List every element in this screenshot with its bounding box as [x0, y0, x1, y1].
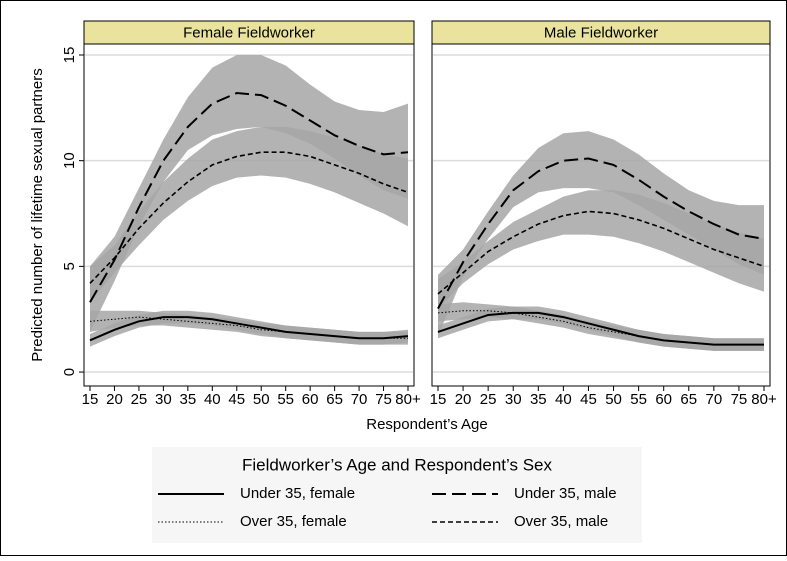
- x-tick-label: 40: [555, 391, 572, 408]
- x-tick-label: 65: [680, 391, 697, 408]
- x-tick-label: 25: [480, 391, 497, 408]
- x-axis-label: Respondent’s Age: [366, 416, 488, 433]
- legend-label: Over 35, male: [514, 513, 608, 530]
- x-tick-label: 45: [228, 391, 245, 408]
- legend-label: Under 35, female: [240, 485, 355, 502]
- confidence-band: [438, 190, 764, 309]
- confidence-band: [90, 54, 408, 332]
- x-tick-label: 55: [630, 391, 647, 408]
- series-line: [89, 151, 409, 284]
- x-tick-label: 30: [505, 391, 522, 408]
- series-line: [89, 316, 408, 339]
- x-tick-label: 65: [326, 391, 343, 408]
- x-tick-label: 70: [706, 391, 723, 408]
- legend-label: Under 35, male: [514, 485, 617, 502]
- x-tick-label: 75: [375, 391, 392, 408]
- y-axis-label: Predicted number of lifetime sexual part…: [29, 68, 46, 361]
- x-tick-label: 80+: [751, 391, 777, 408]
- x-tick-label: 55: [277, 391, 294, 408]
- y-tick-label: 15: [61, 47, 78, 64]
- series-line: [437, 157, 765, 310]
- x-tick-label: 25: [131, 391, 148, 408]
- confidence-band: [438, 131, 764, 337]
- x-tick-label: 75: [731, 391, 748, 408]
- panel-title: Female Fieldworker: [183, 24, 315, 41]
- x-tick-label: 40: [204, 391, 221, 408]
- x-tick-label: 60: [302, 391, 319, 408]
- x-tick-label: 70: [351, 391, 368, 408]
- x-tick-label: 15: [430, 391, 447, 408]
- x-tick-label: 20: [455, 391, 472, 408]
- panel-title: Male Fieldworker: [544, 24, 658, 41]
- x-tick-label: 20: [106, 391, 123, 408]
- x-tick-label: 30: [155, 391, 172, 408]
- y-tick-label: 10: [61, 152, 78, 169]
- legend-title: Fieldworker’s Age and Respondent’s Sex: [242, 455, 552, 474]
- legend-box: [152, 447, 642, 543]
- x-tick-label: 50: [253, 391, 270, 408]
- x-tick-label: 45: [580, 391, 597, 408]
- series-line: [437, 310, 764, 346]
- series-line: [437, 210, 765, 295]
- x-tick-label: 35: [180, 391, 197, 408]
- series-line: [437, 311, 764, 346]
- confidence-band: [90, 126, 408, 303]
- x-tick-label: 60: [655, 391, 672, 408]
- legend-label: Over 35, female: [240, 513, 347, 530]
- y-tick-label: 0: [61, 368, 78, 376]
- x-tick-label: 80+: [395, 391, 421, 408]
- series-line: [89, 92, 409, 303]
- y-tick-label: 5: [61, 262, 78, 270]
- x-tick-label: 50: [605, 391, 622, 408]
- x-tick-label: 15: [82, 391, 99, 408]
- x-tick-label: 35: [530, 391, 547, 408]
